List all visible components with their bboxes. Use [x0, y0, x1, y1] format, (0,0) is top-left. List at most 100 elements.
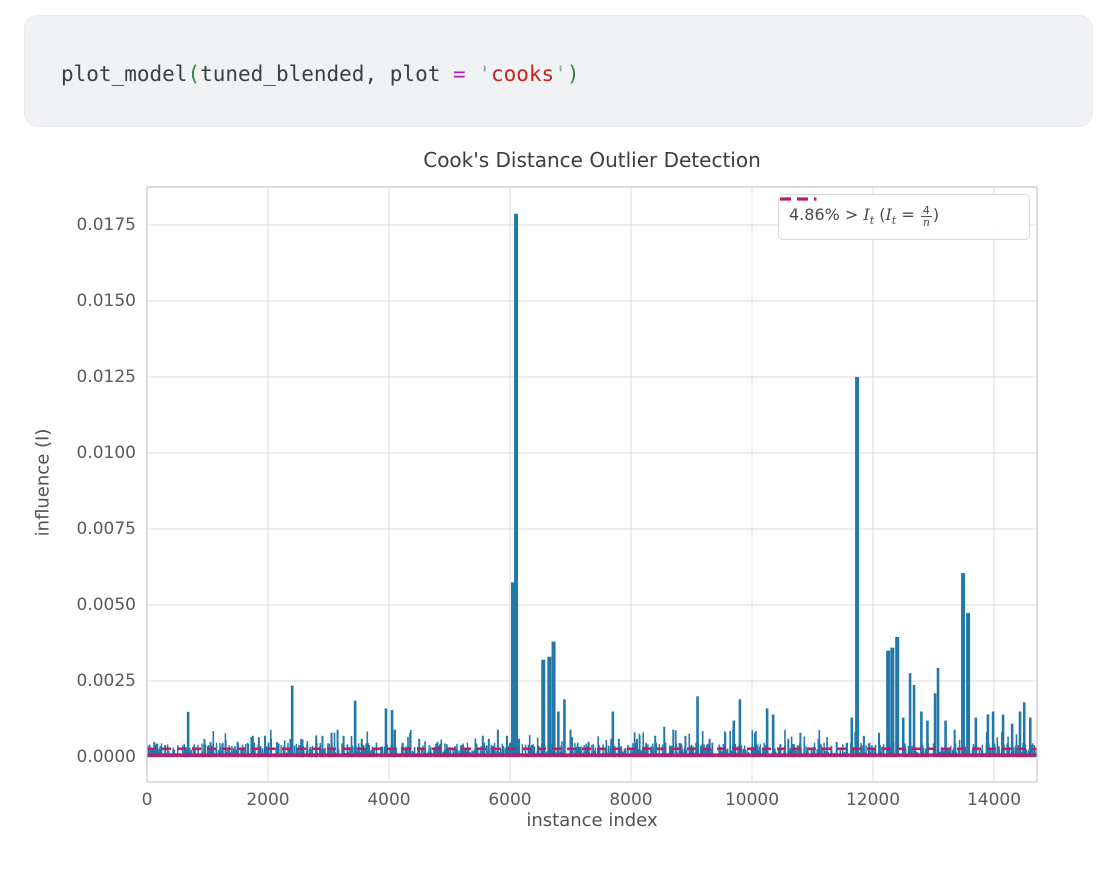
stem-bar — [912, 685, 916, 758]
stem-bar — [409, 732, 412, 758]
stem-bar — [605, 739, 608, 758]
stem-bar — [365, 743, 367, 758]
stem-bar — [707, 744, 710, 758]
stem-bar — [670, 746, 672, 758]
stem-bar — [342, 735, 345, 758]
stem-bar — [926, 720, 929, 758]
stem-bar — [1001, 714, 1005, 758]
stem-bar — [511, 582, 516, 758]
stem-bar — [445, 744, 448, 758]
stem-bar — [373, 749, 375, 758]
stem-bar — [449, 747, 452, 758]
stem-bar — [609, 746, 611, 758]
stem-bar — [158, 748, 160, 758]
stem-bar — [792, 743, 794, 758]
y-axis-label: influence (I) — [32, 428, 54, 537]
stem-bar — [696, 696, 699, 758]
stem-bar — [742, 748, 744, 758]
stem-bar — [328, 743, 331, 758]
stem-bar — [682, 749, 684, 758]
stem-bar — [440, 739, 443, 758]
stem-bar — [1028, 717, 1032, 758]
stem-bar — [759, 746, 762, 758]
stem-bar — [706, 744, 709, 758]
y-tick-label: 0.0075 — [76, 519, 136, 540]
stem-bar — [505, 735, 508, 758]
stem-bar — [624, 747, 627, 758]
stem-bar — [688, 733, 691, 758]
stem-bar — [481, 735, 484, 758]
stem-bar — [155, 746, 158, 758]
stem-bar — [734, 743, 737, 758]
stem-bar — [160, 746, 162, 758]
stem-bar — [428, 745, 430, 758]
stem-bar — [177, 748, 179, 758]
stem-bar — [496, 729, 499, 758]
stem-bar — [460, 744, 463, 758]
stem-bar — [703, 744, 705, 758]
stem-bar — [658, 744, 660, 758]
stem-bar — [193, 744, 195, 758]
code-text[interactable]: plot_model(tuned_blended, plot = 'cooks'… — [61, 62, 580, 86]
stem-bar — [636, 738, 639, 758]
stem-bar — [363, 745, 365, 758]
stem-bar — [430, 746, 432, 758]
x-tick-label: 4000 — [367, 790, 411, 810]
stem-bar — [964, 746, 966, 758]
stem-bar — [444, 743, 446, 758]
stem-bar — [908, 673, 912, 758]
stem-bar — [475, 743, 478, 758]
stem-bar — [1008, 746, 1010, 758]
stem-bar — [933, 693, 937, 758]
stem-bar — [650, 746, 652, 758]
stem-bar — [953, 729, 956, 758]
stem-bar — [597, 736, 599, 758]
stem-bar — [661, 744, 664, 758]
stem-bar — [978, 748, 981, 758]
stem-bar — [241, 748, 243, 758]
stem-bar — [740, 745, 743, 758]
stem-bar — [247, 743, 250, 758]
stem-bar — [298, 744, 300, 758]
stem-bar — [456, 743, 458, 758]
stem-bar — [382, 746, 384, 758]
stem-bar — [762, 749, 764, 758]
stem-bar — [282, 746, 285, 758]
stem-bar — [366, 731, 369, 758]
threshold-line-swatch — [780, 197, 822, 201]
stem-bar — [395, 747, 398, 758]
stem-bar — [201, 743, 203, 758]
stem-bar — [700, 745, 702, 758]
stem-bar — [159, 745, 161, 758]
stem-bar — [639, 735, 641, 758]
stem-bar — [324, 747, 326, 758]
stem-bar — [413, 747, 416, 758]
stem-bar — [633, 732, 636, 758]
stem-bar — [474, 738, 477, 758]
stem-bar — [538, 746, 540, 758]
x-tick-label: 10000 — [724, 790, 780, 810]
stem-bar — [293, 745, 296, 758]
stem-bar — [586, 749, 589, 758]
chart-title: Cook's Distance Outlier Detection — [423, 148, 761, 172]
stem-bar — [881, 746, 883, 758]
stem-bar — [531, 744, 533, 758]
stem-bar — [185, 747, 187, 758]
stem-bar — [922, 745, 924, 758]
stem-bar — [823, 747, 825, 758]
stem-bar — [346, 744, 349, 758]
x-tick-label: 14000 — [966, 790, 1022, 810]
x-axis-label: instance index — [526, 810, 658, 831]
stem-bar — [215, 742, 218, 758]
stem-bar — [732, 720, 736, 758]
stem-bar — [765, 744, 767, 758]
stem-bar — [407, 736, 409, 758]
stem-bar — [996, 737, 999, 758]
code-cell[interactable]: plot_model(tuned_blended, plot = 'cooks'… — [24, 15, 1093, 127]
stem-bar — [487, 738, 490, 758]
stem-bar — [422, 745, 424, 758]
stem-bar — [578, 747, 580, 758]
code-token-plain: , — [364, 62, 378, 86]
stem-bar — [842, 744, 844, 758]
stem-bar — [729, 730, 731, 758]
